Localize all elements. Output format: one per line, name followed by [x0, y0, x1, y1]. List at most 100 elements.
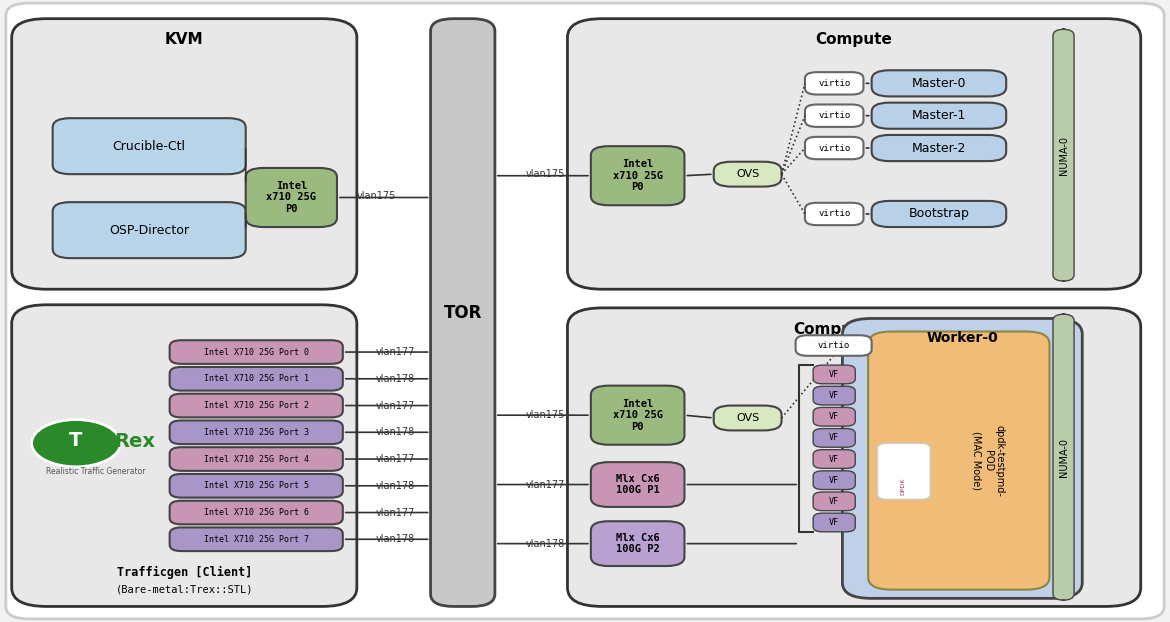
Text: VF: VF	[830, 476, 839, 485]
Text: virtio: virtio	[818, 144, 851, 152]
FancyBboxPatch shape	[12, 305, 357, 606]
Text: Trafficgen [Client]: Trafficgen [Client]	[117, 565, 252, 579]
FancyBboxPatch shape	[878, 443, 930, 499]
Text: vlan178: vlan178	[376, 374, 415, 384]
FancyBboxPatch shape	[567, 308, 1141, 606]
FancyBboxPatch shape	[813, 471, 855, 490]
FancyBboxPatch shape	[872, 103, 1006, 129]
FancyBboxPatch shape	[813, 450, 855, 468]
Text: OVS: OVS	[736, 169, 759, 179]
FancyBboxPatch shape	[796, 335, 872, 356]
FancyBboxPatch shape	[872, 135, 1006, 161]
FancyBboxPatch shape	[170, 367, 343, 391]
FancyBboxPatch shape	[813, 386, 855, 405]
Text: vlan178: vlan178	[525, 539, 565, 549]
Text: Intel
x710 25G
P0: Intel x710 25G P0	[267, 181, 316, 214]
Text: Realistic Traffic Generator: Realistic Traffic Generator	[46, 466, 146, 476]
Text: VF: VF	[830, 370, 839, 379]
Text: Master-0: Master-0	[911, 77, 966, 90]
Text: KVM: KVM	[165, 32, 204, 47]
Text: Mlx Cx6
100G P2: Mlx Cx6 100G P2	[615, 533, 660, 554]
FancyBboxPatch shape	[813, 492, 855, 511]
Circle shape	[32, 419, 121, 466]
FancyBboxPatch shape	[6, 3, 1164, 619]
Text: Compute: Compute	[815, 32, 893, 47]
Text: Master-2: Master-2	[911, 142, 966, 154]
Text: vlan177: vlan177	[376, 454, 415, 464]
Text: Worker-0: Worker-0	[927, 331, 998, 345]
Text: VF: VF	[830, 455, 839, 463]
FancyBboxPatch shape	[591, 146, 684, 205]
FancyBboxPatch shape	[813, 513, 855, 532]
Text: Intel X710 25G Port 7: Intel X710 25G Port 7	[204, 535, 309, 544]
FancyBboxPatch shape	[714, 162, 782, 187]
FancyBboxPatch shape	[872, 70, 1006, 96]
Text: vlan178: vlan178	[376, 534, 415, 544]
Text: Intel X710 25G Port 5: Intel X710 25G Port 5	[204, 481, 309, 490]
Text: DPDK: DPDK	[901, 478, 906, 495]
FancyBboxPatch shape	[53, 118, 246, 174]
Text: virtio: virtio	[818, 111, 851, 120]
Text: Intel X710 25G Port 2: Intel X710 25G Port 2	[204, 401, 309, 410]
FancyBboxPatch shape	[170, 340, 343, 364]
FancyBboxPatch shape	[1053, 314, 1074, 600]
FancyBboxPatch shape	[170, 420, 343, 444]
FancyBboxPatch shape	[567, 19, 1141, 289]
FancyBboxPatch shape	[813, 365, 855, 384]
Text: Intel X710 25G Port 1: Intel X710 25G Port 1	[204, 374, 309, 383]
Text: vlan177: vlan177	[376, 508, 415, 518]
Text: virtio: virtio	[818, 341, 849, 350]
FancyBboxPatch shape	[1053, 29, 1074, 281]
Text: T: T	[69, 430, 83, 450]
Text: vlan178: vlan178	[376, 481, 415, 491]
FancyBboxPatch shape	[170, 447, 343, 471]
FancyBboxPatch shape	[805, 137, 863, 159]
FancyBboxPatch shape	[431, 19, 495, 606]
FancyBboxPatch shape	[591, 386, 684, 445]
Text: dpdk-testpmd-
POD
(MAC Mode): dpdk-testpmd- POD (MAC Mode)	[971, 425, 1005, 496]
FancyBboxPatch shape	[813, 407, 855, 426]
Text: VF: VF	[830, 412, 839, 421]
Text: (Bare-metal:Trex::STL): (Bare-metal:Trex::STL)	[116, 584, 253, 594]
Text: Bootstrap: Bootstrap	[908, 208, 970, 220]
Text: Intel X710 25G Port 6: Intel X710 25G Port 6	[204, 508, 309, 517]
Text: NUMA-0: NUMA-0	[1059, 136, 1068, 175]
Text: vlan178: vlan178	[376, 427, 415, 437]
Text: Intel
x710 25G
P0: Intel x710 25G P0	[613, 399, 662, 432]
Text: vlan177: vlan177	[376, 401, 415, 411]
Text: Intel
x710 25G
P0: Intel x710 25G P0	[613, 159, 662, 192]
Text: Intel X710 25G Port 0: Intel X710 25G Port 0	[204, 348, 309, 356]
Text: Master-1: Master-1	[911, 109, 966, 122]
Text: VF: VF	[830, 391, 839, 400]
Text: NUMA-0: NUMA-0	[1059, 438, 1068, 476]
Text: VF: VF	[830, 434, 839, 442]
Text: Crucible-Ctl: Crucible-Ctl	[112, 140, 186, 152]
FancyBboxPatch shape	[53, 202, 246, 258]
Text: OSP-Director: OSP-Director	[109, 224, 190, 236]
FancyBboxPatch shape	[872, 201, 1006, 227]
Text: Rex: Rex	[115, 432, 156, 452]
Text: virtio: virtio	[818, 79, 851, 88]
FancyBboxPatch shape	[170, 394, 343, 417]
FancyBboxPatch shape	[591, 462, 684, 507]
FancyBboxPatch shape	[714, 406, 782, 430]
FancyBboxPatch shape	[813, 429, 855, 447]
FancyBboxPatch shape	[805, 203, 863, 225]
FancyBboxPatch shape	[591, 521, 684, 566]
Text: vlan175: vlan175	[357, 191, 397, 201]
Text: OVS: OVS	[736, 413, 759, 423]
Text: virtio: virtio	[818, 210, 851, 218]
FancyBboxPatch shape	[170, 501, 343, 524]
FancyBboxPatch shape	[246, 168, 337, 227]
Text: vlan175: vlan175	[525, 169, 565, 179]
FancyBboxPatch shape	[12, 19, 357, 289]
Text: VF: VF	[830, 497, 839, 506]
FancyBboxPatch shape	[170, 474, 343, 498]
FancyBboxPatch shape	[805, 72, 863, 95]
Text: VF: VF	[830, 518, 839, 527]
FancyBboxPatch shape	[170, 527, 343, 551]
Text: vlan177: vlan177	[525, 480, 565, 490]
Text: TOR: TOR	[443, 304, 482, 322]
Text: Intel X710 25G Port 4: Intel X710 25G Port 4	[204, 455, 309, 463]
Text: vlan175: vlan175	[525, 410, 565, 420]
